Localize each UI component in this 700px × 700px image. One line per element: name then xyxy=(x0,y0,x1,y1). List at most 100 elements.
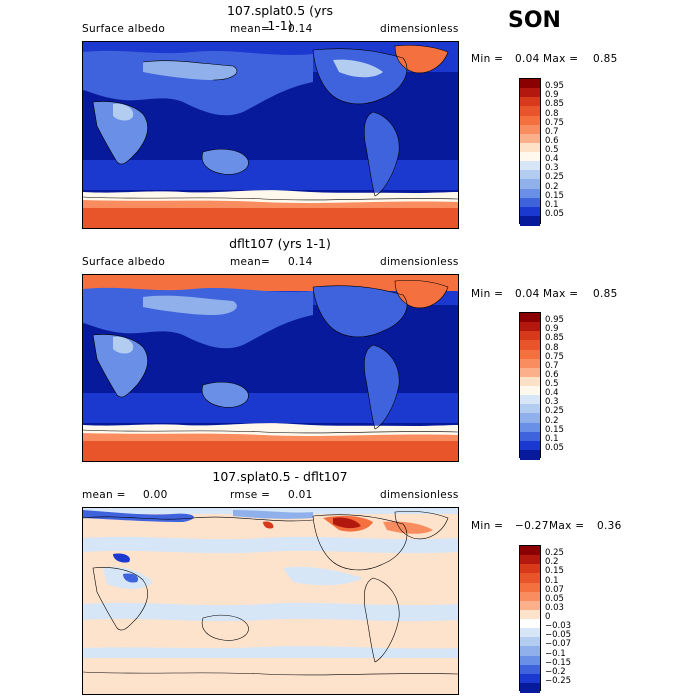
colorbar-tick-label: 0.3 xyxy=(545,397,559,408)
colorbar-tick-label: 0.2 xyxy=(545,557,559,568)
panel-3-title: 107.splat0.5 - dflt107 xyxy=(212,469,348,484)
panel-2-map-svg xyxy=(83,275,458,461)
panel-1-min-label: Min = xyxy=(471,53,504,65)
panel-3-units: dimensionless xyxy=(380,489,459,501)
colorbar-tick-label: 0.8 xyxy=(545,108,559,119)
panel-1-min-value: 0.04 xyxy=(515,53,540,65)
colorbar-segment xyxy=(520,133,540,144)
colorbar-segment xyxy=(520,88,540,98)
colorbar-tick-label: 0.05 xyxy=(545,442,564,453)
colorbar-segment xyxy=(520,97,540,107)
panel-3-mean-label: mean = xyxy=(82,489,126,501)
colorbar-segment xyxy=(520,376,540,387)
colorbar-segment xyxy=(520,404,540,414)
colorbar-segment xyxy=(520,152,540,162)
colorbar-segment xyxy=(520,124,540,135)
colorbar-segment xyxy=(520,609,540,620)
panel-1-units: dimensionless xyxy=(380,23,459,35)
colorbar-segment xyxy=(520,673,540,684)
colorbar-tick-label: 0.15 xyxy=(545,566,564,577)
panel-3-mean-value: 0.00 xyxy=(143,489,168,501)
panel-1-variable-label: Surface albedo xyxy=(82,23,166,35)
colorbar-tick-label: 0.05 xyxy=(545,208,564,219)
panel-1-map xyxy=(82,41,459,229)
colorbar-segment xyxy=(520,431,540,442)
colorbar-segment xyxy=(520,215,540,226)
colorbar-tick-label: 0.75 xyxy=(545,351,564,362)
colorbar-tick-label: 0.5 xyxy=(545,379,559,389)
panel-3-rmse-label: rmse = xyxy=(230,489,271,501)
panel-1-max-value: 0.85 xyxy=(593,53,618,65)
colorbar-segment xyxy=(520,106,540,116)
panel-2-max-value: 0.85 xyxy=(593,288,618,300)
colorbar-tick-label: −0.03 xyxy=(545,621,572,632)
panel-3-max-value: 0.36 xyxy=(597,520,622,532)
colorbar-tick-label: 0.95 xyxy=(545,81,564,92)
colorbar-segment xyxy=(520,340,540,350)
colorbar-tick-label: −0.1 xyxy=(545,648,566,659)
colorbar-tick-label: 0.15 xyxy=(545,424,564,435)
panel-3-rmse-value: 0.01 xyxy=(288,489,313,501)
colorbar-tick-label: 0.2 xyxy=(545,181,559,192)
colorbar-tick-label: −0.2 xyxy=(545,666,566,677)
colorbar-tick-label: 0.15 xyxy=(545,190,564,201)
panel-2-variable-label: Surface albedo xyxy=(82,256,166,268)
panel-3-colorbar xyxy=(519,545,541,693)
colorbar-tick-label: 0.75 xyxy=(545,117,564,128)
colorbar-segment xyxy=(520,331,540,341)
panel-1-colorbar xyxy=(519,78,541,226)
colorbar-tick-label: −0.25 xyxy=(545,675,572,686)
colorbar-tick-label: 0.7 xyxy=(545,126,559,137)
colorbar-tick-label: 0.9 xyxy=(545,90,559,101)
colorbar-segment xyxy=(520,358,540,369)
colorbar-tick-label: 0.1 xyxy=(545,199,559,210)
panel-1-map-svg xyxy=(83,42,458,228)
season-label: SON xyxy=(508,8,561,33)
colorbar-tick-label: 0.6 xyxy=(545,135,559,146)
colorbar-segment xyxy=(520,449,540,460)
panel-2-mean-label: mean= xyxy=(230,256,271,268)
colorbar-tick-label: 0.05 xyxy=(545,593,564,604)
colorbar-tick-label: 0.2 xyxy=(545,415,559,426)
colorbar-segment xyxy=(520,161,540,171)
colorbar-segment xyxy=(520,628,540,638)
panel-3-map-svg xyxy=(83,508,458,694)
panel-3-min-value: −0.27 xyxy=(515,520,549,532)
colorbar-tick-label: 0.85 xyxy=(545,333,564,344)
colorbar-segment xyxy=(520,637,540,647)
colorbar-segment xyxy=(520,646,540,656)
panel-2-title: dflt107 (yrs 1-1) xyxy=(229,236,331,251)
panel-2-colorbar xyxy=(519,312,541,460)
colorbar-tick-label: 0.1 xyxy=(545,575,559,586)
colorbar-segment xyxy=(520,349,540,360)
colorbar-segment xyxy=(520,179,540,189)
colorbar-tick-label: 0.85 xyxy=(545,99,564,110)
colorbar-segment xyxy=(520,655,540,666)
colorbar-tick-label: 0.03 xyxy=(545,602,564,613)
colorbar-segment xyxy=(520,313,540,323)
colorbar-tick-label: 0.9 xyxy=(545,324,559,335)
colorbar-segment xyxy=(520,564,540,574)
colorbar-tick-label: 0.3 xyxy=(545,163,559,174)
colorbar-segment xyxy=(520,664,540,675)
panel-2-units: dimensionless xyxy=(380,256,459,268)
colorbar-segment xyxy=(520,386,540,396)
colorbar-segment xyxy=(520,79,540,89)
colorbar-tick-label: 0.95 xyxy=(545,315,564,326)
colorbar-segment xyxy=(520,582,540,593)
colorbar-tick-label: 0.1 xyxy=(545,433,559,444)
panel-3-max-label: Max = xyxy=(549,520,585,532)
colorbar-segment xyxy=(520,142,540,153)
colorbar-segment xyxy=(520,322,540,332)
panel-2-mean-value: 0.14 xyxy=(288,256,313,268)
colorbar-tick-label: −0.05 xyxy=(545,630,572,641)
colorbar-segment xyxy=(520,555,540,565)
colorbar-tick-label: 0.6 xyxy=(545,369,559,380)
colorbar-tick-label: 0.25 xyxy=(545,548,564,559)
colorbar-tick-label: 0 xyxy=(545,612,551,622)
colorbar-segment xyxy=(520,546,540,556)
colorbar-segment xyxy=(520,619,540,629)
panel-1-title: 107.splat0.5 (yrs 1-1) xyxy=(226,3,334,33)
panel-3-map xyxy=(82,507,459,695)
panel-2-map xyxy=(82,274,459,462)
